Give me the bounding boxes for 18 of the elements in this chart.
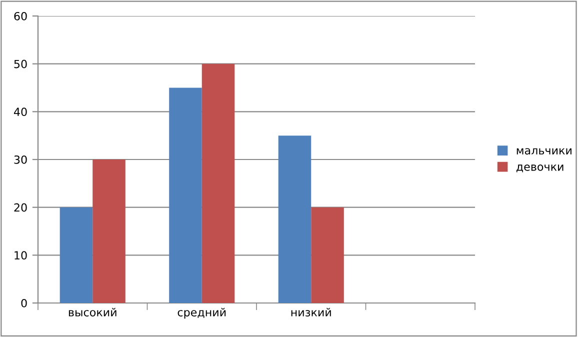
bar xyxy=(278,136,312,303)
y-tick-label: 60 xyxy=(14,12,27,20)
bar xyxy=(169,88,202,303)
y-tick-label: 20 xyxy=(14,203,27,212)
y-tick-label: 10 xyxy=(14,251,27,260)
x-tick-label: высокий xyxy=(68,308,116,316)
y-tick-label: 50 xyxy=(14,60,27,68)
legend-label: мальчики xyxy=(516,148,572,155)
legend-label: девочки xyxy=(516,164,564,172)
bar xyxy=(60,207,93,303)
bar xyxy=(202,64,235,303)
y-tick-label: 0 xyxy=(21,298,27,308)
y-tick-label: 30 xyxy=(14,155,27,164)
bar xyxy=(311,207,344,303)
y-tick-label: 40 xyxy=(14,108,27,116)
bar xyxy=(92,160,126,303)
x-tick-label: средний xyxy=(178,308,226,319)
x-tick-label: низкий xyxy=(291,308,331,316)
